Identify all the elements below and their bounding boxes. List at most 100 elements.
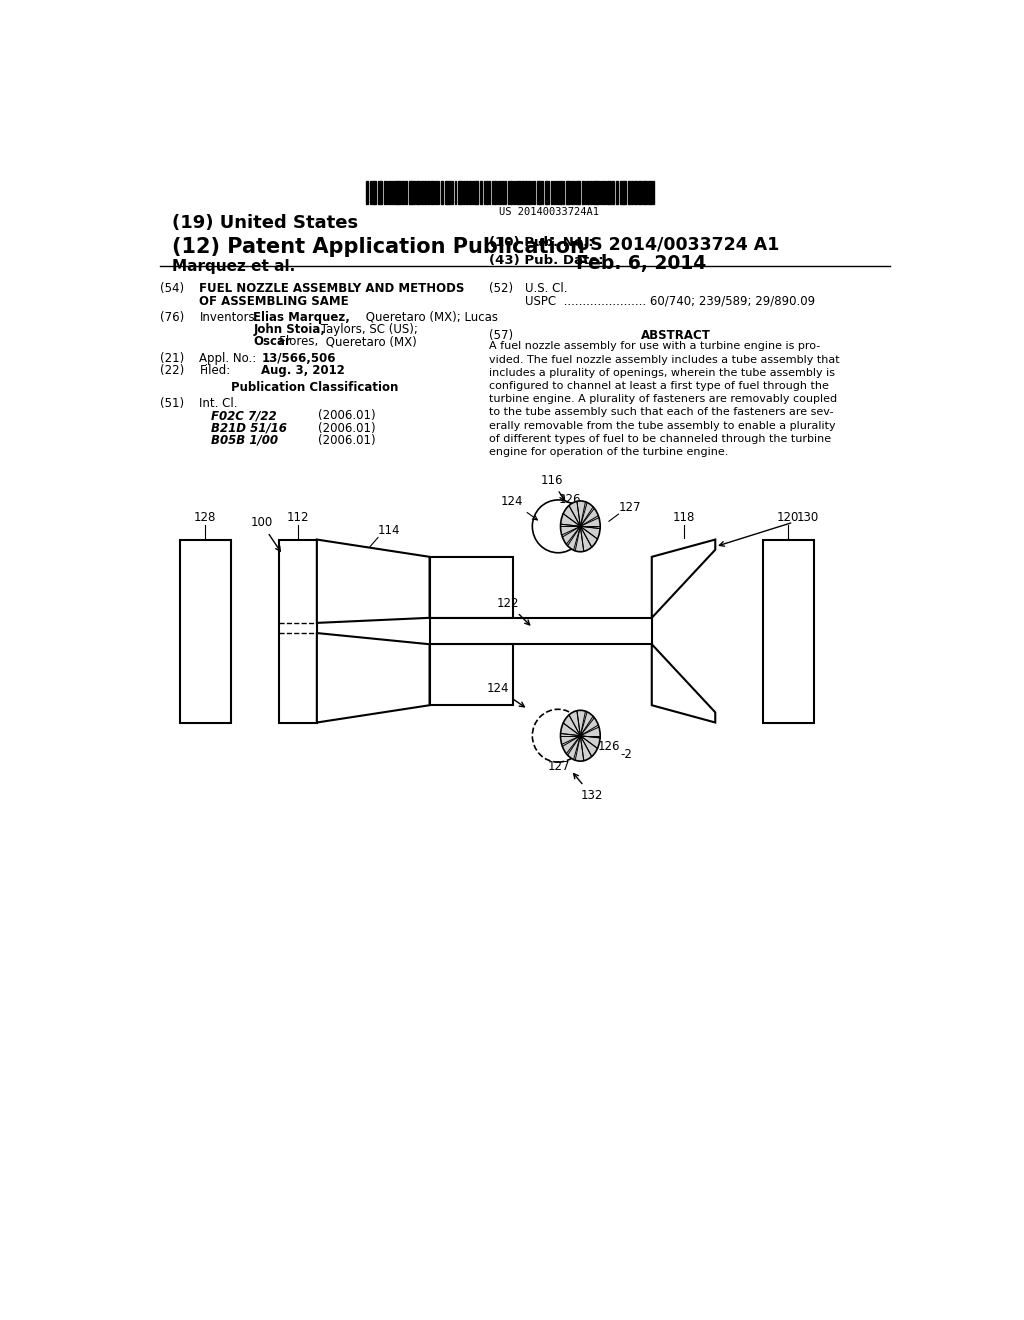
Bar <box>534 181 536 205</box>
Text: FUEL NOZZLE ASSEMBLY AND METHODS: FUEL NOZZLE ASSEMBLY AND METHODS <box>200 282 465 296</box>
Bar <box>463 181 465 205</box>
Text: Int. Cl.: Int. Cl. <box>200 397 238 411</box>
Text: A fuel nozzle assembly for use with a turbine engine is pro-
vided. The fuel noz: A fuel nozzle assembly for use with a tu… <box>489 342 840 457</box>
Bar <box>616 181 618 205</box>
Text: B21D 51/16: B21D 51/16 <box>211 421 287 434</box>
Bar <box>585 181 587 205</box>
Text: (51): (51) <box>160 397 184 411</box>
Text: (21): (21) <box>160 351 184 364</box>
Bar <box>483 181 484 205</box>
Bar <box>593 181 597 205</box>
Bar <box>430 644 513 705</box>
Bar <box>545 181 549 205</box>
Bar <box>453 181 454 205</box>
Bar <box>480 181 482 205</box>
Text: Marquez et al.: Marquez et al. <box>172 259 295 275</box>
Text: -2: -2 <box>620 748 632 760</box>
Bar <box>430 557 513 618</box>
Text: 132: 132 <box>573 774 603 801</box>
Bar <box>392 181 394 205</box>
Bar <box>476 181 478 205</box>
Bar <box>600 181 601 205</box>
Bar <box>565 181 567 205</box>
Bar <box>513 181 514 205</box>
Bar <box>430 181 434 205</box>
Text: 124: 124 <box>486 682 524 706</box>
Bar <box>394 181 396 205</box>
Bar <box>485 181 487 205</box>
Text: (10) Pub. No.:: (10) Pub. No.: <box>489 236 594 248</box>
Bar <box>384 181 385 205</box>
Text: OF ASSEMBLING SAME: OF ASSEMBLING SAME <box>200 294 349 308</box>
Bar <box>540 181 542 205</box>
Text: 128: 128 <box>194 511 216 524</box>
Bar <box>763 540 814 722</box>
Bar <box>510 181 512 205</box>
Text: 120: 120 <box>777 511 800 524</box>
Text: (76): (76) <box>160 312 184 323</box>
Bar <box>458 181 462 205</box>
Text: F02C 7/22: F02C 7/22 <box>211 409 276 422</box>
Text: (2006.01): (2006.01) <box>318 434 376 447</box>
Bar <box>421 181 423 205</box>
Bar <box>375 181 377 205</box>
Bar <box>435 181 436 205</box>
Text: 118: 118 <box>673 511 694 524</box>
Text: Queretaro (MX): Queretaro (MX) <box>322 335 417 348</box>
Text: John Stoia,: John Stoia, <box>253 323 326 337</box>
Bar <box>427 181 429 205</box>
Bar <box>560 181 562 205</box>
Text: 100: 100 <box>250 516 281 552</box>
Text: Elias Marquez,: Elias Marquez, <box>253 312 350 323</box>
Bar <box>625 181 627 205</box>
Bar <box>528 181 530 205</box>
Bar <box>424 181 426 205</box>
Text: B05B 1/00: B05B 1/00 <box>211 434 279 447</box>
Bar <box>515 181 516 205</box>
Text: Appl. No.:: Appl. No.: <box>200 351 257 364</box>
Text: (22): (22) <box>160 364 184 376</box>
Ellipse shape <box>532 500 584 553</box>
Bar <box>605 181 606 205</box>
Bar <box>441 181 443 205</box>
Text: ABSTRACT: ABSTRACT <box>641 329 711 342</box>
Text: (2006.01): (2006.01) <box>318 421 376 434</box>
Text: Flores,: Flores, <box>253 335 318 348</box>
Text: (12) Patent Application Publication: (12) Patent Application Publication <box>172 236 585 256</box>
Text: 122: 122 <box>497 597 529 624</box>
Bar <box>412 181 416 205</box>
Bar <box>531 181 532 205</box>
Polygon shape <box>316 634 430 722</box>
Bar <box>367 181 368 205</box>
Bar <box>638 181 642 205</box>
Bar <box>489 181 490 205</box>
Bar <box>628 181 630 205</box>
Circle shape <box>560 710 600 762</box>
Text: (54): (54) <box>160 282 184 296</box>
Bar <box>179 540 231 722</box>
Bar <box>563 181 564 205</box>
Bar <box>409 181 411 205</box>
Bar <box>643 181 647 205</box>
Bar <box>582 181 584 205</box>
Bar <box>557 181 559 205</box>
Text: 126: 126 <box>598 739 621 752</box>
Bar <box>505 181 506 205</box>
Text: (2006.01): (2006.01) <box>318 409 376 422</box>
Text: 130: 130 <box>720 511 818 546</box>
Bar <box>522 181 524 205</box>
Text: 127: 127 <box>548 760 570 774</box>
Circle shape <box>560 500 600 552</box>
Bar <box>525 181 526 205</box>
Bar <box>416 181 420 205</box>
Bar <box>571 181 573 205</box>
Text: 13/566,506: 13/566,506 <box>261 351 336 364</box>
Bar <box>372 181 374 205</box>
Text: Aug. 3, 2012: Aug. 3, 2012 <box>261 364 345 376</box>
Bar <box>455 181 456 205</box>
Text: US 20140033724A1: US 20140033724A1 <box>499 207 599 218</box>
Bar <box>575 181 580 205</box>
Bar <box>555 181 556 205</box>
Bar <box>508 181 509 205</box>
Bar <box>648 181 651 205</box>
